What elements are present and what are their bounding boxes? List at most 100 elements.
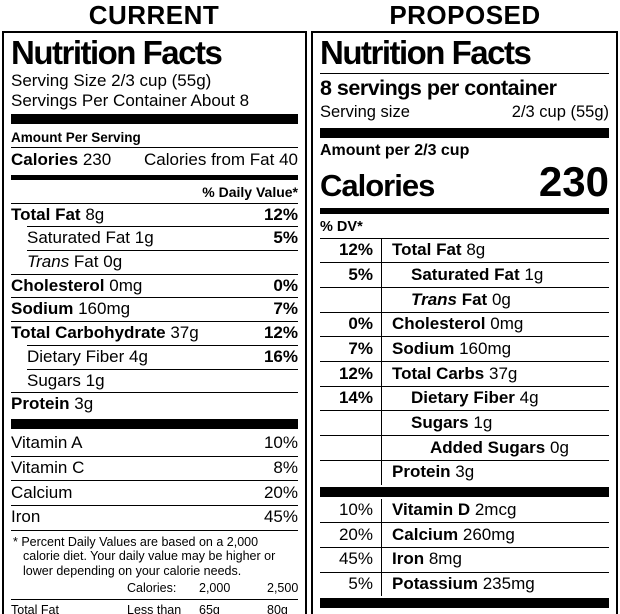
nutrient-name: Vitamin D 2mcg: [392, 500, 517, 519]
nutrient-amount: 37g: [170, 323, 199, 343]
nutrient-amount: 1g: [524, 264, 544, 284]
nutrient-amount: 1g: [473, 412, 493, 432]
vitamin-percent: 20%: [263, 482, 298, 502]
vitamin-row: Vitamin A 10%: [11, 432, 298, 457]
proposed-heading: PROPOSED: [389, 0, 541, 30]
nutrient-row: 12% Total Fat 8g: [320, 238, 609, 263]
serving-size-line: Serving Size 2/3 cup (55g): [11, 70, 212, 90]
vitamin-name: Vitamin A: [11, 433, 83, 453]
nutrient-percent: 12%: [320, 238, 382, 263]
nutrient-row: 0% Cholesterol 0mg: [320, 311, 609, 337]
nutrient-percent: 12%: [263, 204, 298, 224]
vitamin-percent: 8%: [273, 458, 298, 478]
vitamin-row: Vitamin C 8%: [11, 457, 298, 482]
vitamin-percent: 45%: [263, 507, 298, 527]
nutrient-amount: 3g: [455, 462, 475, 482]
nutrient-percent: 5%: [320, 263, 382, 287]
vitamin-name: Iron: [11, 507, 41, 527]
nutrient-amount: 1g: [85, 370, 105, 390]
table-header-calories: Calories:: [127, 581, 177, 596]
nutrient-percent: [320, 436, 382, 460]
nutrient-name: Potassium 235mg: [392, 574, 535, 594]
medium-rule: [320, 207, 609, 214]
nutrient-name: Saturated Fat 1g: [411, 264, 544, 284]
nutrient-amount: 3g: [74, 394, 94, 414]
thin-rule: [320, 237, 609, 239]
proposed-title: Nutrition Facts: [320, 34, 532, 71]
thick-rule: [11, 113, 298, 124]
nutrient-amount: 160mg: [78, 299, 131, 319]
servings-per-container-line: 8 servings per container: [320, 75, 557, 100]
nutrient-amount: 4g: [129, 346, 148, 366]
nutrient-name: Added Sugars 0g: [430, 437, 569, 457]
nutrient-row: 14% Dietary Fiber 4g: [320, 385, 609, 411]
nutrient-row: 45% Iron 8mg: [320, 546, 609, 572]
calories-row: Calories 230: [320, 158, 609, 206]
thick-rule: [320, 486, 609, 497]
nutrient-row: Cholesterol 0mg 0%: [11, 273, 298, 298]
calories-from-fat: Calories from Fat 40: [144, 149, 298, 169]
nutrient-amount: 4g: [519, 388, 539, 408]
nutrient-row: Trans Fat 0g: [320, 287, 609, 312]
nutrient-row: Total Carbohydrate 37g 12%: [11, 321, 298, 345]
thin-rule: [11, 599, 298, 601]
table-row: Total Fat Less than 65g 80g: [11, 602, 298, 614]
table-cell: 80g: [267, 602, 288, 614]
thin-rule: [320, 72, 609, 74]
nutrient-row: Dietary Fiber 4g 16%: [27, 344, 298, 369]
nutrient-name: Dietary Fiber 4g: [27, 346, 148, 366]
table-header-2000: 2,000: [199, 581, 231, 596]
nutrient-percent: 10%: [320, 498, 382, 523]
nutrient-percent: [320, 460, 382, 485]
table-body: Total Fat Less than 65g 80g Sat Fat Less…: [11, 602, 298, 614]
table-header-2500: 2,500: [267, 581, 299, 596]
nutrient-percent: 5%: [273, 228, 298, 248]
nutrient-name: Iron 8mg: [392, 549, 462, 569]
nutrient-amount: 8g: [466, 240, 486, 260]
servings-per-container-line: Servings Per Container About 8: [11, 90, 250, 110]
nutrient-name: Total Carbohydrate 37g: [11, 323, 199, 343]
nutrient-row: 10% Vitamin D 2mcg: [320, 498, 609, 523]
nutrient-percent: 45%: [320, 547, 382, 572]
nutrient-row: Added Sugars 0g: [320, 435, 609, 460]
vitamin-rows: Vitamin A 10% Vitamin C 8% Calcium 20% I…: [11, 432, 298, 531]
nutrient-name: Saturated Fat 1g: [27, 228, 154, 248]
nutrient-amount: 1g: [134, 228, 154, 248]
nutrient-row: Sugars 1g: [320, 410, 609, 436]
nutrient-row: 5% Potassium 235mg: [320, 571, 609, 597]
calories-row: Calories 230 Calories from Fat 40: [11, 146, 298, 173]
nutrient-percent: 14%: [320, 386, 382, 411]
table-cell: 65g: [199, 602, 220, 614]
nutrient-amount: 0g: [103, 252, 123, 272]
nutrient-row: 5% Saturated Fat 1g: [320, 262, 609, 287]
nutrient-name: Cholesterol 0mg: [11, 275, 143, 295]
nutrient-percent: 12%: [263, 323, 298, 343]
calories-label: Calories: [320, 167, 435, 203]
nutrient-name: Cholesterol 0mg: [392, 314, 524, 334]
current-heading: CURRENT: [88, 0, 220, 30]
vitamin-rows: 10% Vitamin D 2mcg 20% Calcium 260mg 45%…: [320, 498, 609, 597]
nutrient-percent: [320, 288, 382, 312]
current-footnote: * Percent Daily Values are based on a 2,…: [13, 534, 276, 579]
nutrient-name: Trans Fat 0g: [27, 252, 123, 272]
calories-label: Calories 230: [11, 149, 112, 169]
nutrient-amount: 260mg: [462, 524, 515, 544]
nutrient-name: Total Fat 8g: [11, 204, 105, 224]
nutrient-name: Total Fat 8g: [392, 240, 486, 260]
nutrient-amount: 8mg: [428, 549, 462, 569]
nutrient-name: Total Carbs 37g: [392, 363, 518, 383]
nutrient-name: Dietary Fiber 4g: [411, 388, 539, 408]
thick-rule: [320, 598, 609, 609]
nutrient-amount: 0g: [491, 289, 511, 309]
amount-per-label: Amount per 2/3 cup: [320, 141, 470, 159]
nutrient-percent: [320, 411, 382, 436]
nutrient-amount: 160mg: [459, 338, 512, 358]
nutrient-percent: 0%: [320, 312, 382, 337]
serving-size-label: Serving size: [320, 102, 410, 121]
calories-value: 230: [82, 149, 112, 169]
proposed-label-panel: Nutrition Facts 8 servings per container…: [311, 31, 618, 614]
vitamin-percent: 10%: [263, 433, 298, 453]
daily-value-header: % Daily Value*: [202, 183, 298, 200]
amount-per-serving-label: Amount Per Serving: [11, 129, 141, 145]
